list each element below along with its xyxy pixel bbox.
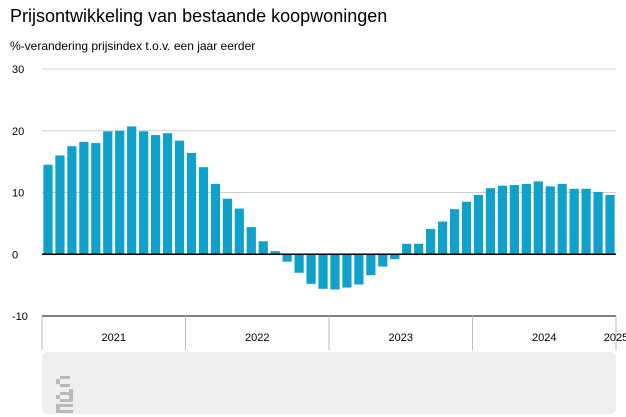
bar <box>174 140 185 255</box>
bar <box>67 146 77 255</box>
bar <box>127 126 137 255</box>
bar <box>390 254 400 260</box>
bar <box>210 183 220 255</box>
bar <box>294 254 304 273</box>
bar <box>306 254 316 284</box>
y-tick-label: 20 <box>12 126 24 138</box>
bar <box>473 194 484 255</box>
footer-panel <box>42 352 616 414</box>
bar <box>557 183 567 255</box>
bar <box>426 228 436 255</box>
bar <box>55 155 65 255</box>
bar <box>103 131 113 255</box>
x-year-label: 2022 <box>245 332 269 344</box>
y-tick-label: 30 <box>12 64 24 76</box>
bar <box>246 227 256 255</box>
bar <box>151 135 161 255</box>
bar <box>234 208 244 255</box>
bar <box>342 254 352 288</box>
bar <box>258 241 268 255</box>
bar <box>162 133 173 255</box>
bar <box>521 183 531 255</box>
bar <box>139 131 149 255</box>
bar <box>545 186 555 255</box>
x-year-label: 2025 <box>604 332 626 344</box>
bar <box>91 143 101 255</box>
bar <box>461 201 472 255</box>
bar <box>485 188 496 255</box>
bar <box>186 152 197 255</box>
bar <box>438 221 448 255</box>
bar <box>378 254 388 267</box>
y-tick-label: 10 <box>12 188 24 200</box>
bar <box>270 251 280 255</box>
bar <box>222 198 232 255</box>
chart-subtitle: %-verandering prijsindex t.o.v. een jaar… <box>10 39 256 53</box>
bar <box>569 188 579 255</box>
bar <box>115 130 125 255</box>
bar <box>593 191 603 255</box>
bar <box>449 209 460 255</box>
chart-title: Prijsontwikkeling van bestaande koopwoni… <box>10 6 388 26</box>
bar <box>497 185 507 255</box>
bar <box>330 254 340 290</box>
bar <box>533 181 543 255</box>
bar <box>198 167 209 255</box>
y-tick-label: -10 <box>12 311 28 323</box>
bar <box>282 254 292 262</box>
x-year-label: 2023 <box>389 332 413 344</box>
bar <box>414 243 424 255</box>
cbs-logo <box>56 376 73 413</box>
bar <box>79 141 89 255</box>
y-tick-label: 0 <box>12 249 18 261</box>
bar <box>509 185 519 255</box>
bar <box>318 254 328 289</box>
x-year-label: 2021 <box>102 332 126 344</box>
x-year-label: 2024 <box>532 332 556 344</box>
bar <box>43 164 53 255</box>
bar <box>366 254 376 276</box>
bar <box>354 254 364 285</box>
bar <box>402 243 412 255</box>
bar <box>581 188 591 255</box>
bar <box>605 194 615 255</box>
